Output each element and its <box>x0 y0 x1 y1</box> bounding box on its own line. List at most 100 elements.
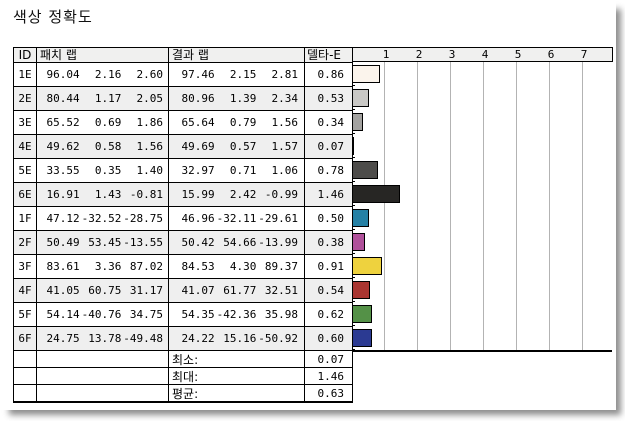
gridline <box>450 62 451 351</box>
gridline <box>549 62 550 351</box>
patch-l: 41.05 <box>46 284 80 297</box>
cell-patch-lab: 24.75 13.78 -49.48 <box>36 327 168 350</box>
result-b: 1.06 <box>271 164 298 177</box>
delta-bar <box>352 65 380 83</box>
cell-patch-lab: 33.55 0.35 1.40 <box>36 159 168 182</box>
chart-row <box>352 230 612 254</box>
table-row: 1E 96.04 2.16 2.60 97.46 2.15 2.81 0.86 <box>14 62 352 86</box>
result-a: 4.30 <box>229 260 257 273</box>
table-header-row: ID 패치 랩 결과 랩 델타-E <box>14 48 352 62</box>
gridline <box>582 62 583 351</box>
result-b: -29.61 <box>258 212 298 225</box>
cell-patch-lab: 80.44 1.17 2.05 <box>36 87 168 110</box>
patch-a: 0.35 <box>94 164 122 177</box>
axis-tick-label: 7 <box>580 48 588 61</box>
cell-patch-lab: 16.91 1.43 -0.81 <box>36 183 168 206</box>
result-b: 2.81 <box>271 68 298 81</box>
delta-e-bar-chart <box>352 62 612 350</box>
axis-tick-label: 1 <box>382 48 390 61</box>
result-l: 80.96 <box>181 92 215 105</box>
gridline <box>483 62 484 351</box>
cell-result-lab: 24.22 15.16 -50.92 <box>168 327 304 350</box>
cell-id: 5E <box>18 164 32 177</box>
result-a: 0.57 <box>229 140 257 153</box>
result-l: 65.64 <box>181 116 215 129</box>
gridline <box>384 62 385 351</box>
cell-id: 6E <box>18 188 32 201</box>
cell-empty <box>14 385 36 401</box>
result-a: 61.77 <box>223 284 257 297</box>
summary-row-max: 최대: 1.46 <box>14 367 352 384</box>
patch-l: 49.62 <box>46 140 80 153</box>
cell-result-lab: 41.07 61.77 32.51 <box>168 279 304 302</box>
cell-delta-e: 0.86 <box>304 63 349 86</box>
patch-b: -49.48 <box>123 332 163 345</box>
patch-a: 0.69 <box>94 116 122 129</box>
result-b: 1.57 <box>271 140 298 153</box>
cell-result-lab: 46.96 -32.11 -29.61 <box>168 207 304 230</box>
result-l: 49.69 <box>181 140 215 153</box>
table-row: 3E 65.52 0.69 1.86 65.64 0.79 1.56 0.34 <box>14 110 352 134</box>
chart-row <box>352 302 612 326</box>
delta-bar <box>352 305 372 323</box>
patch-a: -32.52 <box>81 212 122 225</box>
patch-a: -40.76 <box>81 308 122 321</box>
patch-l: 83.61 <box>46 260 80 273</box>
patch-l: 16.91 <box>46 188 80 201</box>
color-accuracy-table: ID 패치 랩 결과 랩 델타-E 1E 96.04 2.16 2.60 97.… <box>13 47 353 403</box>
chart-gridlines <box>352 62 612 351</box>
delta-bar <box>352 137 354 155</box>
gridline <box>417 62 418 351</box>
cell-delta-e: 1.46 <box>304 183 349 206</box>
page-title: 색상 정확도 <box>13 8 93 26</box>
axis-tick-label: 3 <box>448 48 456 61</box>
cell-result-lab: 50.42 54.66 -13.99 <box>168 231 304 254</box>
patch-b: -13.55 <box>123 236 163 249</box>
patch-b: 1.40 <box>136 164 163 177</box>
gridline <box>516 62 517 351</box>
cell-id: 3F <box>18 260 32 273</box>
result-l: 97.46 <box>181 68 215 81</box>
patch-b: 34.75 <box>129 308 163 321</box>
axis-tick-label: 5 <box>514 48 522 61</box>
cell-delta-e: 0.07 <box>304 135 349 158</box>
table-row: 2E 80.44 1.17 2.05 80.96 1.39 2.34 0.53 <box>14 86 352 110</box>
patch-l: 33.55 <box>46 164 80 177</box>
cell-patch-lab: 47.12 -32.52 -28.75 <box>36 207 168 230</box>
summary-value-min: 0.07 <box>304 351 349 367</box>
cell-result-lab: 49.69 0.57 1.57 <box>168 135 304 158</box>
result-a: 2.42 <box>229 188 257 201</box>
cell-result-lab: 97.46 2.15 2.81 <box>168 63 304 86</box>
result-a: -42.36 <box>216 308 257 321</box>
cell-patch-lab: 83.61 3.36 87.02 <box>36 255 168 278</box>
result-a: 2.15 <box>229 68 257 81</box>
table-row: 6F 24.75 13.78 -49.48 24.22 15.16 -50.92… <box>14 326 352 350</box>
patch-b: 1.56 <box>136 140 163 153</box>
patch-b: -0.81 <box>129 188 163 201</box>
cell-patch-lab: 65.52 0.69 1.86 <box>36 111 168 134</box>
result-b: -0.99 <box>264 188 298 201</box>
cell-id: 1F <box>18 212 32 225</box>
chart-row <box>352 134 612 158</box>
chart-row <box>352 206 612 230</box>
delta-bar <box>352 113 363 131</box>
header-delta-e: 델타-E <box>304 48 349 62</box>
chart-row <box>352 326 612 350</box>
axis-tick-label: 6 <box>547 48 555 61</box>
patch-b: 31.17 <box>129 284 163 297</box>
result-b: 1.56 <box>271 116 298 129</box>
cell-id: 1E <box>18 68 32 81</box>
cell-patch-lab: 49.62 0.58 1.56 <box>36 135 168 158</box>
cell-delta-e: 0.53 <box>304 87 349 110</box>
cell-patch-lab: 50.49 53.45 -13.55 <box>36 231 168 254</box>
summary-row-avg: 평균: 0.63 <box>14 384 352 401</box>
patch-b: 1.86 <box>136 116 163 129</box>
patch-l: 96.04 <box>46 68 80 81</box>
summary-label-avg: 평균: <box>168 385 304 401</box>
cell-patch-lab: 41.05 60.75 31.17 <box>36 279 168 302</box>
cell-id: 2E <box>18 92 32 105</box>
result-l: 84.53 <box>181 260 215 273</box>
result-l: 15.99 <box>181 188 215 201</box>
patch-a: 0.58 <box>94 140 122 153</box>
cell-delta-e: 0.60 <box>304 327 349 350</box>
